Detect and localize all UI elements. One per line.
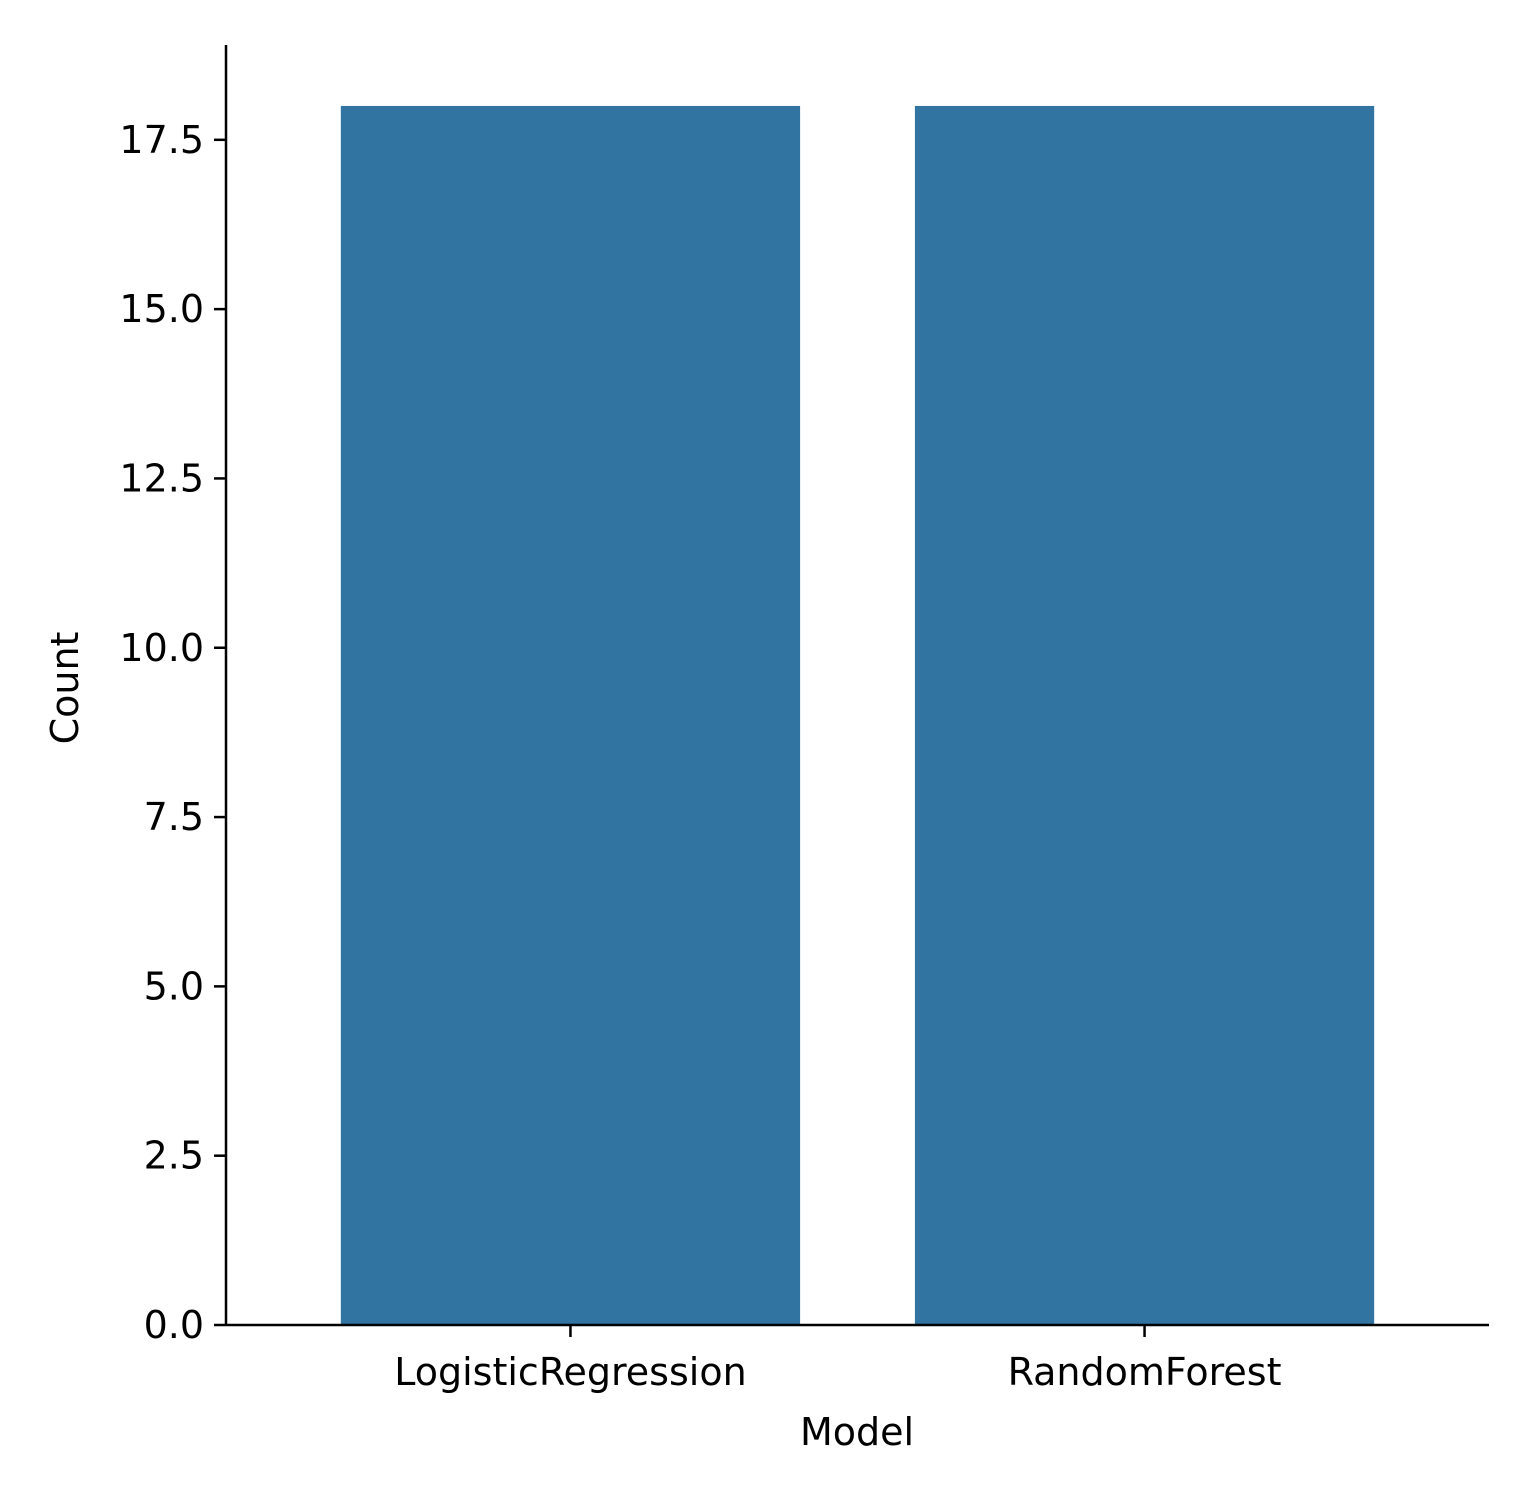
x-axis-ticks: LogisticRegression RandomForest xyxy=(394,1325,1282,1394)
bars-group xyxy=(340,105,1375,1325)
y-tick-label: 15.0 xyxy=(119,287,204,331)
y-tick-label: 7.5 xyxy=(144,795,204,839)
y-tick-label: 12.5 xyxy=(119,456,204,500)
y-tick-label: 5.0 xyxy=(144,964,204,1008)
y-axis-label: Count xyxy=(43,632,87,745)
x-tick-label: LogisticRegression xyxy=(394,1350,746,1394)
y-axis-ticks: 0.0 2.5 5.0 7.5 10.0 12.5 15.0 17.5 xyxy=(119,118,226,1347)
bar-randomforest xyxy=(914,105,1375,1325)
y-tick-label: 0.0 xyxy=(144,1303,204,1347)
y-tick-label: 17.5 xyxy=(119,118,204,162)
y-tick-label: 2.5 xyxy=(144,1134,204,1178)
x-axis-label: Model xyxy=(800,1410,914,1454)
y-tick-label: 10.0 xyxy=(119,626,204,670)
bar-logisticregression xyxy=(340,105,801,1325)
x-tick-label: RandomForest xyxy=(1008,1350,1282,1394)
